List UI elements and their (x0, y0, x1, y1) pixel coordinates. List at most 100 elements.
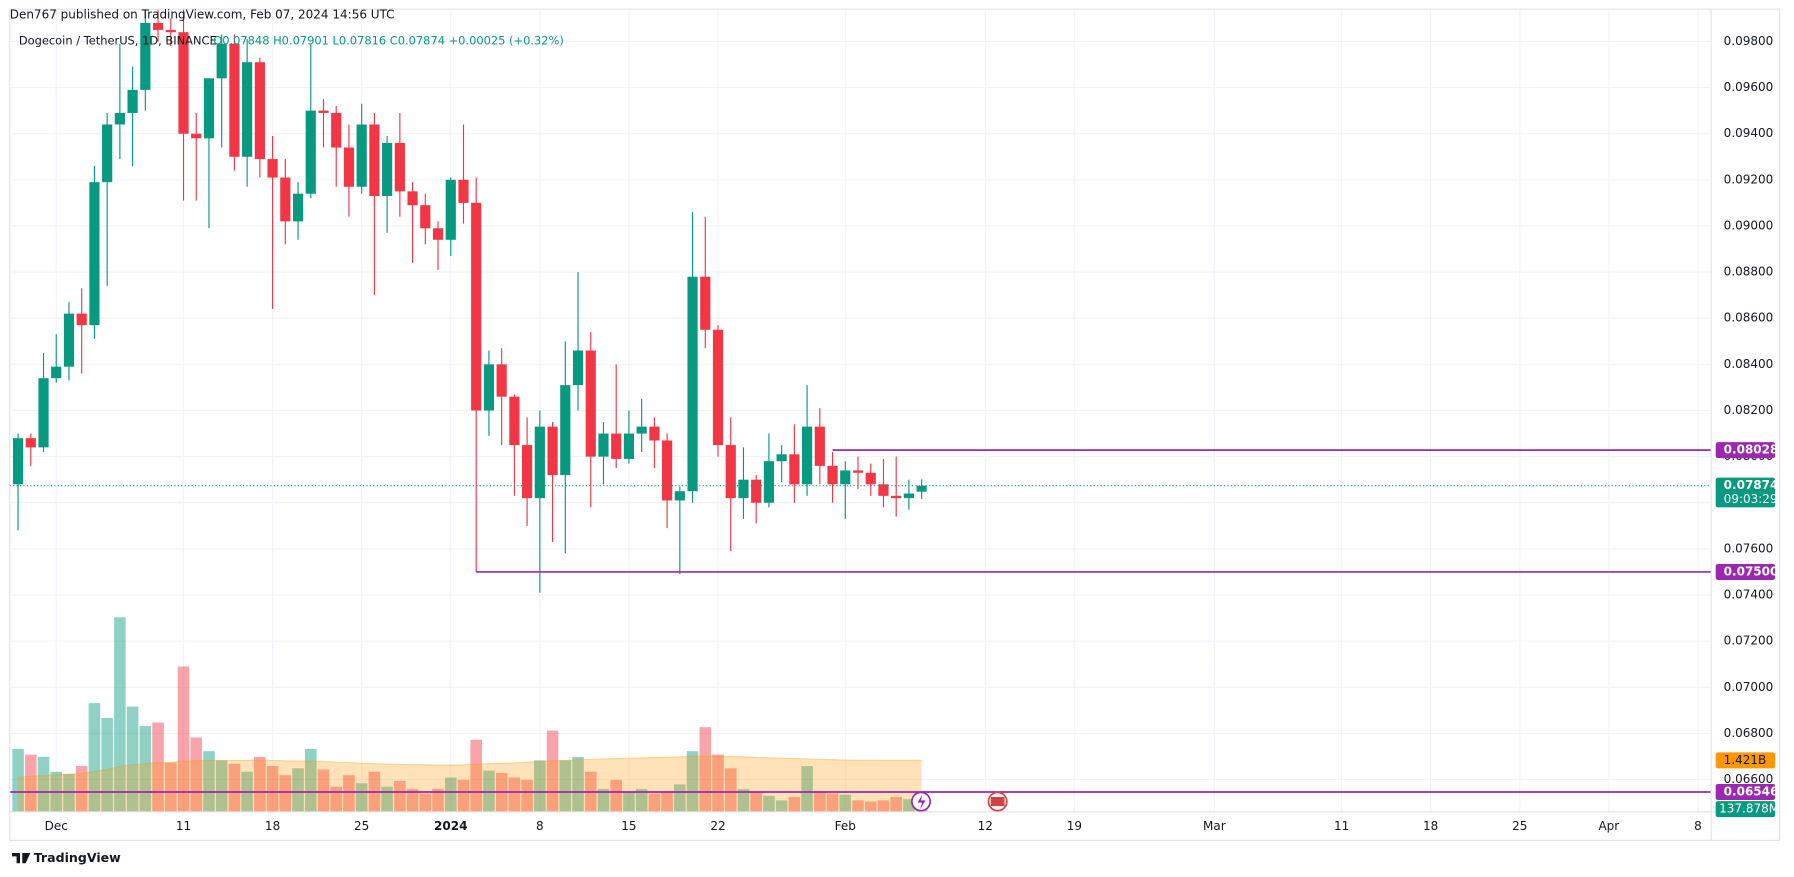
candle-body (445, 179, 456, 240)
candle-body (432, 228, 444, 240)
volume-bar (572, 756, 584, 812)
candle-body (674, 491, 685, 501)
volume-bar (801, 766, 813, 812)
volume-bar (152, 722, 164, 812)
volume-bar (699, 727, 712, 812)
volume-bar (317, 769, 330, 812)
candle-body (891, 495, 902, 499)
last-price-label: 0.07874 (1724, 478, 1779, 492)
candle-body (305, 110, 316, 194)
candle-body (662, 440, 673, 501)
x-tick-label: 8 (1694, 819, 1702, 833)
x-tick-label: Mar (1203, 819, 1226, 833)
volume-bar (737, 788, 750, 812)
volume-bar (712, 754, 724, 812)
candle-body (25, 438, 36, 448)
y-tick-label: 0.07400 (1724, 588, 1774, 602)
candle-body (331, 112, 342, 148)
x-tick-label: 19 (1067, 819, 1082, 833)
candle-body (343, 147, 355, 187)
volume-bar (877, 800, 890, 812)
candle-body (382, 142, 393, 196)
volume-bar (546, 730, 559, 812)
candle-body (636, 426, 647, 434)
volume-bar (750, 792, 762, 812)
candle-body (89, 182, 100, 326)
brand-name: TradingView (34, 850, 121, 865)
y-tick-label: 0.09200 (1724, 172, 1774, 186)
volume-ma-area (18, 756, 922, 812)
x-tick-label: Dec (45, 819, 68, 833)
candle-body (140, 22, 151, 90)
volume-bar (470, 739, 483, 812)
x-tick-label: 18 (1423, 819, 1438, 833)
candle-body (420, 205, 431, 229)
volume-bar (610, 779, 622, 812)
candle-body (394, 142, 405, 192)
axes: 0.06600 0.06800 0.07000 0.07200 0.07400 0.076… (45, 34, 1779, 833)
volume-bar (661, 791, 673, 812)
y-tick-label: 0.09600 (1724, 80, 1774, 94)
volume-bar (432, 788, 444, 812)
volume-bar (394, 780, 406, 812)
candle-body (191, 133, 202, 139)
volume-bar (292, 768, 304, 812)
volume-bar (457, 779, 470, 812)
candle-body (280, 177, 291, 222)
volume-bar (254, 756, 266, 812)
x-tick-label: 25 (354, 819, 369, 833)
x-tick-label: 11 (176, 819, 191, 833)
candle-body (903, 493, 914, 499)
volume-bar (852, 800, 864, 812)
candle-body (356, 124, 367, 187)
candle-body (12, 438, 24, 485)
volume-bar (775, 800, 788, 812)
ohlc-legend: O0.07848 H0.07901 L0.07816 C0.07874 +0.0… (213, 34, 564, 48)
volume-bar (164, 762, 177, 812)
volume-bar (228, 763, 241, 812)
x-tick-label: 15 (621, 819, 636, 833)
volume-bar (686, 751, 699, 812)
volume-bar (203, 751, 215, 812)
volume-bar (381, 786, 393, 812)
brand-logo (11, 852, 31, 864)
candle-body (751, 479, 762, 503)
candle-body (738, 479, 749, 499)
y-tick-label: 0.07600 (1724, 541, 1774, 555)
publish-info: Den767 published on TradingView.com, Feb… (10, 7, 395, 21)
y-tick-label: 0.07200 (1724, 634, 1774, 648)
candle-body (242, 62, 253, 157)
volume-bar (12, 748, 24, 812)
candle-body (725, 445, 736, 499)
y-tick-label: 0.09800 (1724, 34, 1774, 48)
x-tick-label: Feb (835, 819, 856, 833)
volume-bar (903, 799, 915, 812)
volume-bar (839, 794, 852, 812)
volume-bar (648, 793, 661, 812)
volume-bar (814, 791, 826, 812)
candle-body (483, 364, 495, 411)
volume-bar (37, 756, 50, 812)
volume-bar (890, 796, 902, 812)
candle-body (509, 396, 520, 446)
candle-body (687, 276, 698, 492)
volume-bar (763, 795, 775, 812)
symbol: Dogecoin / TetherUS, 1D, BINANCE (19, 34, 217, 48)
volume-bar (101, 718, 113, 812)
candle-body (547, 426, 558, 476)
candle-body (216, 43, 227, 79)
level-label: 0.08028 (1724, 443, 1779, 457)
y-tick-label: 0.09400 (1724, 126, 1774, 140)
volume-bar (63, 774, 75, 812)
volume-bar (75, 766, 88, 812)
volume-bar (419, 793, 432, 812)
volume-bar (177, 666, 190, 812)
candle-body (649, 426, 660, 441)
candle-body (852, 470, 864, 473)
x-tick-label: 11 (1334, 819, 1349, 833)
volume-bar (343, 775, 355, 812)
candle-body (534, 426, 545, 499)
countdown: 09:03:29 (1724, 492, 1778, 506)
